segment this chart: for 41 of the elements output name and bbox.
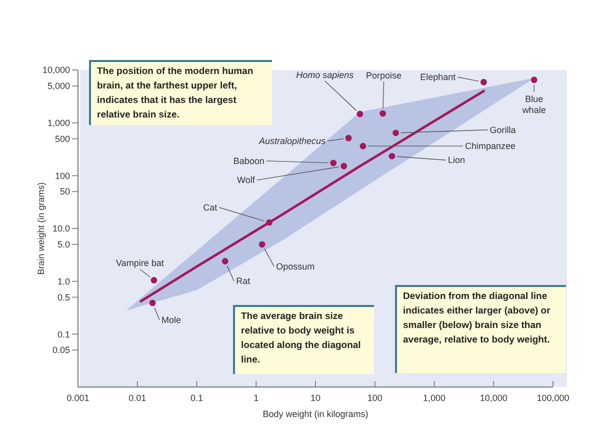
annotation: The position of the modern human brain, at the farthest upper left, indicates that it has the largest relative brain size. <box>97 66 254 120</box>
y-tick-label: 10.0 <box>52 224 70 234</box>
y-tick-label: 50 <box>60 186 70 197</box>
y-tick-label: 100 <box>54 170 70 181</box>
annotation: Deviation from the diagonal line indicates either larger (above) or smaller (below) brain size than average, relative to body weight. <box>403 291 551 346</box>
text: Australopithecus <box>258 136 326 146</box>
x-tick-label: 100 <box>367 393 382 403</box>
x-tick-label: 10 <box>310 393 321 403</box>
y-tick-label: 5,000 <box>47 81 70 92</box>
series-label: Vampire bat <box>116 258 164 268</box>
y-axis-title: Brain weight (in grams) <box>36 182 46 275</box>
x-tick-label: 1 <box>254 393 259 403</box>
annotation: The average brain size relative to body weight is located along the diagonal line. <box>241 311 361 366</box>
text: Gorilla <box>490 124 516 135</box>
y-tick-label: 1,000 <box>47 118 70 128</box>
x-tick-label: 1,000 <box>422 393 446 403</box>
series-label: Blue whale <box>521 94 546 115</box>
text: Homo sapiens <box>296 70 354 80</box>
text: Elephant <box>420 72 456 82</box>
text: Opossum <box>276 261 315 272</box>
x-tick-label: 0.01 <box>128 393 146 403</box>
y-tick-label: 0.5 <box>57 292 70 302</box>
text: Porpoise <box>366 70 402 81</box>
y-tick-label: 1.0 <box>57 276 70 286</box>
y-tick-label: 0.05 <box>52 345 70 356</box>
x-tick-label: 100,000 <box>536 393 570 403</box>
y-tick-label: 500 <box>54 134 70 144</box>
text: Lion <box>448 155 465 166</box>
x-axis-title: Body weight (in kilograms) <box>262 409 368 419</box>
text: Chimpanzee <box>464 141 516 152</box>
x-tick-label: 0.001 <box>66 393 90 403</box>
series-label: Rat <box>236 276 251 286</box>
y-tick-label: 10,000 <box>42 65 70 76</box>
text: Cat <box>203 202 218 212</box>
x-tick-label: 0.1 <box>190 393 204 403</box>
x-tick-label: 10,000 <box>480 393 508 403</box>
y-tick-label: 0.1 <box>57 329 70 340</box>
series-label: Mole <box>162 314 182 325</box>
text: Baboon <box>233 156 264 166</box>
y-tick-label: 5.0 <box>57 240 70 250</box>
text: Wolf <box>236 175 256 186</box>
